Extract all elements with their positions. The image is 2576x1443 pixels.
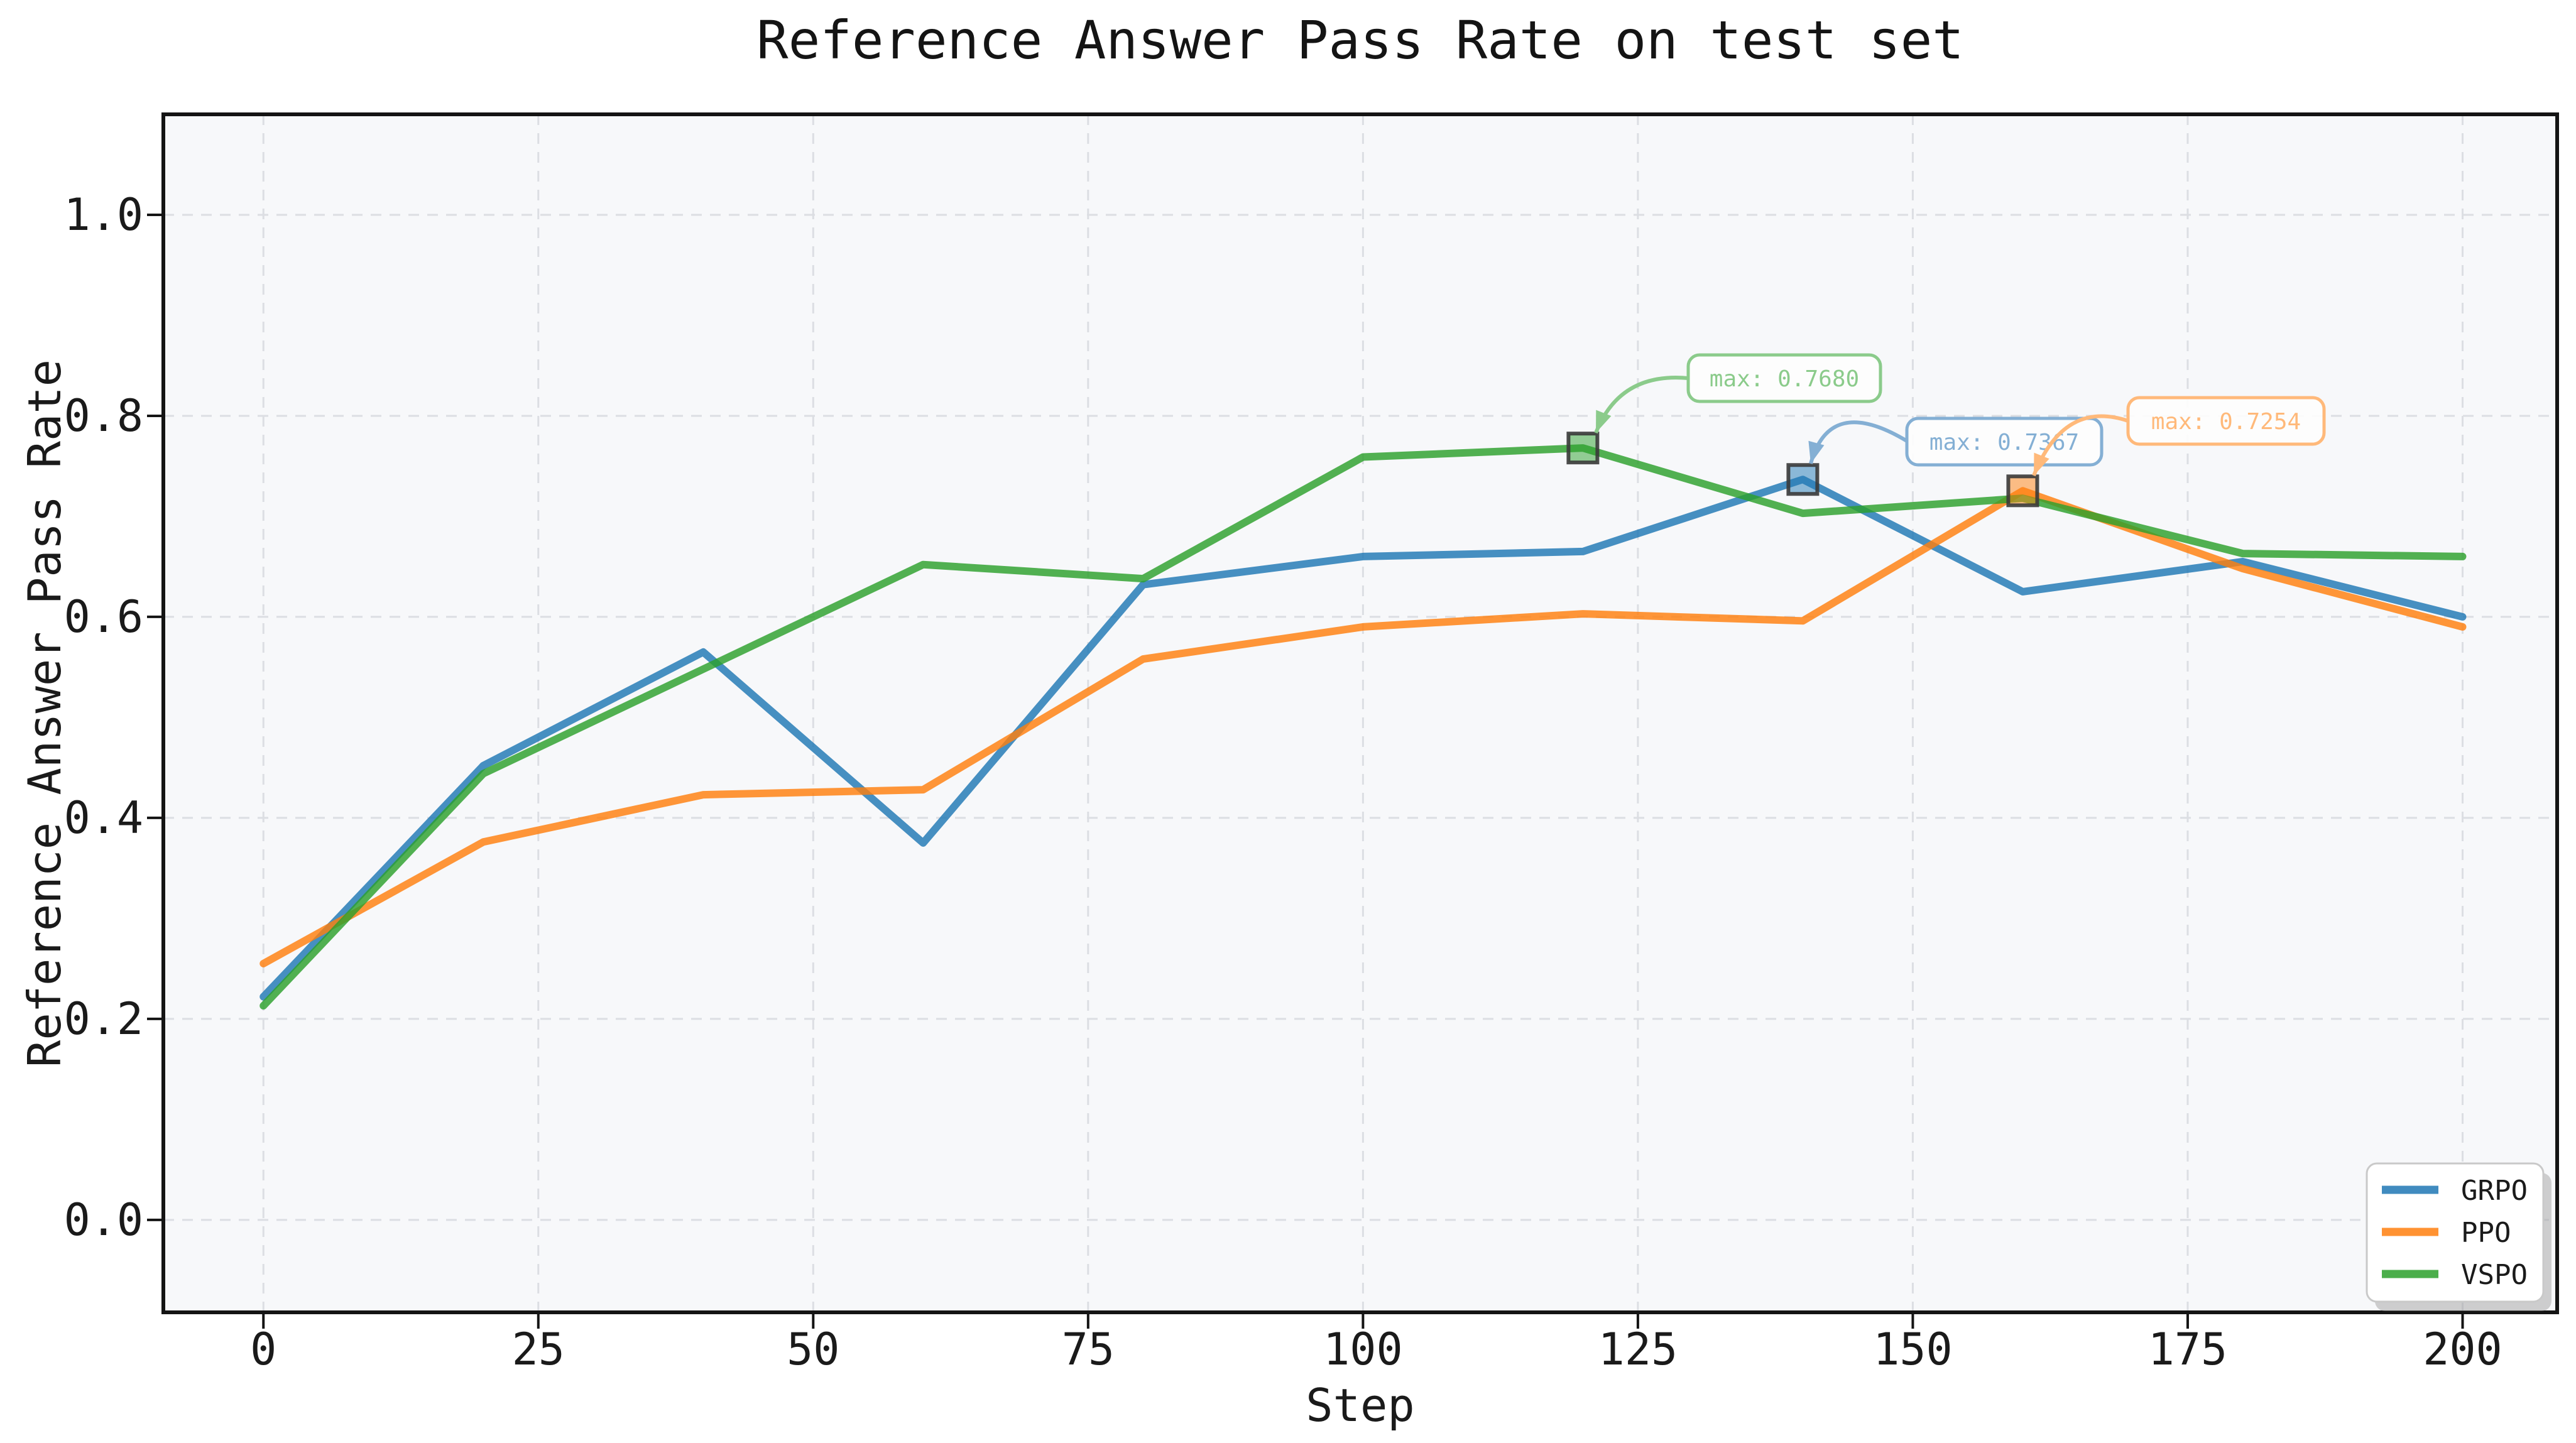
legend-label-PPO: PPO [2461,1217,2511,1249]
y-tick-label-0.2: 0.2 [64,993,143,1045]
legend-item-VSPO: VSPO [2382,1259,2528,1291]
chart-title: Reference Answer Pass Rate on test set [756,9,1964,71]
y-tick-label-0.4: 0.4 [64,792,143,844]
x-tick-label-0: 0 [250,1324,276,1375]
annotation-label-GRPO: max: 0.7367 [1929,430,2079,455]
plot-area [163,114,2557,1312]
x-axis-label: Step [1306,1379,1414,1432]
x-tick-label-25: 25 [512,1324,565,1375]
max-marker-VSPO [1566,432,1600,465]
x-tick-label-200: 200 [2423,1324,2502,1375]
annotation-box-VSPO [1686,353,1882,403]
y-tick-label-1.0: 1.0 [64,189,143,241]
annotation-box-PPO [2126,396,2326,446]
legend: GRPO PPO VSPO [2366,1162,2551,1311]
annotation-label-VSPO: max: 0.7680 [1710,366,1859,392]
annotation-arrowhead-PPO [2034,452,2049,476]
x-tick-label-50: 50 [787,1324,839,1375]
y-axis: 0.0 0.2 0.4 0.6 0.8 1.0 [64,189,163,1246]
y-axis-label: Reference Answer Pass Rate [18,359,71,1067]
annotations: max: 0.7680 max: 0.7367 max: 0.7254 [1594,353,2326,477]
legend-box [2366,1162,2545,1303]
x-tick-label-175: 175 [2148,1324,2227,1375]
x-tick-label-125: 125 [1598,1324,1678,1375]
legend-label-GRPO: GRPO [2461,1175,2528,1207]
series-line-GRPO [259,476,2467,1001]
y-tick-label-0.0: 0.0 [64,1194,143,1246]
annotation-label-PPO: max: 0.7254 [2151,409,2301,435]
axes-spines [161,112,2559,1314]
annotation-PPO: max: 0.7254 [2032,396,2326,477]
legend-item-PPO: PPO [2382,1217,2511,1249]
gridlines [163,114,2557,1312]
series-line-VSPO [259,444,2467,1010]
annotation-arrowhead-VSPO [1596,410,1612,433]
annotation-arrowhead-GRPO [1808,440,1825,464]
x-tick-label-100: 100 [1323,1324,1402,1375]
max-marker-GRPO [1786,463,1820,496]
x-tick-label-150: 150 [1873,1324,1952,1375]
annotation-VSPO: max: 0.7680 [1594,353,1882,434]
y-tick-label-0.6: 0.6 [64,591,143,643]
legend-label-VSPO: VSPO [2461,1259,2528,1291]
legend-item-GRPO: GRPO [2382,1175,2528,1207]
x-tick-label-75: 75 [1062,1324,1115,1375]
annotation-box-GRPO [1905,417,2104,467]
series-lines [259,444,2467,1010]
x-axis: 0 25 50 75 100 125 150 175 200 [250,1312,2502,1375]
y-tick-label-0.8: 0.8 [64,390,143,442]
max-marker-PPO [2006,474,2039,508]
max-markers [1566,432,2039,508]
